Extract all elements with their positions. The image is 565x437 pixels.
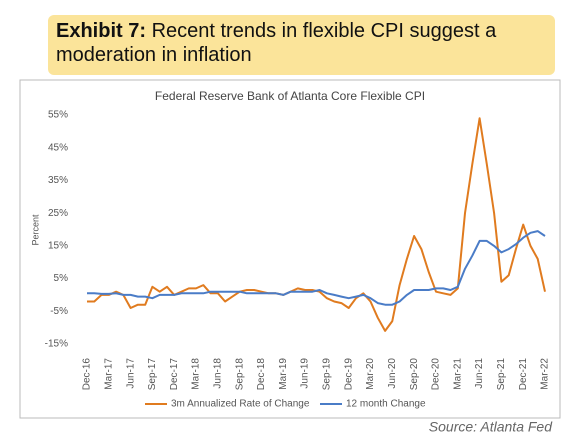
exhibit-label: Exhibit 7: <box>56 20 147 42</box>
x-tick-label: Sep-17 <box>147 358 158 391</box>
x-tick-label: Dec-18 <box>256 358 267 391</box>
x-tick-label: Mar-17 <box>103 358 114 390</box>
y-tick-label: -5% <box>50 306 68 317</box>
y-axis-label: Percent <box>30 214 40 246</box>
x-tick-label: Jun-19 <box>300 358 311 389</box>
x-tick-label: Mar-18 <box>191 358 202 390</box>
x-tick-label: Jun-20 <box>387 358 398 389</box>
legend-label: 3m Annualized Rate of Change <box>171 399 310 410</box>
series-line <box>87 117 546 332</box>
x-tick-label: Sep-21 <box>496 358 507 391</box>
y-tick-label: 35% <box>48 175 68 186</box>
y-tick-label: 45% <box>48 142 68 153</box>
x-tick-label: Sep-19 <box>322 358 333 391</box>
chart-frame <box>19 79 561 419</box>
x-tick-label: Jun-21 <box>474 358 485 389</box>
x-tick-label: Mar-21 <box>452 358 463 390</box>
x-tick-label: Mar-19 <box>278 358 289 390</box>
x-tick-label: Sep-18 <box>234 358 245 391</box>
chart-title: Federal Reserve Bank of Atlanta Core Fle… <box>155 89 425 103</box>
source: Source: Atlanta Fed <box>429 419 553 435</box>
x-tick-label: Mar-22 <box>540 358 551 390</box>
y-tick-label: 25% <box>48 208 68 219</box>
y-tick-label: 15% <box>48 240 68 251</box>
x-tick-label: Jun-18 <box>212 358 223 389</box>
x-tick-label: Dec-20 <box>431 358 442 391</box>
x-tick-label: Dec-17 <box>169 358 180 391</box>
y-tick-label: 55% <box>48 110 68 121</box>
headline: Recent trends in flexible CPI suggest a … <box>56 20 497 66</box>
y-tick-label: -15% <box>45 339 68 350</box>
x-tick-label: Jun-17 <box>125 358 136 389</box>
x-tick-label: Mar-20 <box>365 358 376 390</box>
x-tick-label: Dec-21 <box>518 358 529 391</box>
series-line <box>87 230 546 306</box>
header: Exhibit 7: Recent trends in flexible CPI… <box>48 15 555 75</box>
legend-label: 12 month Change <box>346 399 426 410</box>
x-tick-label: Sep-20 <box>409 358 420 391</box>
y-tick-label: 5% <box>54 273 69 284</box>
x-tick-label: Dec-19 <box>343 358 354 391</box>
x-tick-label: Dec-16 <box>82 358 93 391</box>
